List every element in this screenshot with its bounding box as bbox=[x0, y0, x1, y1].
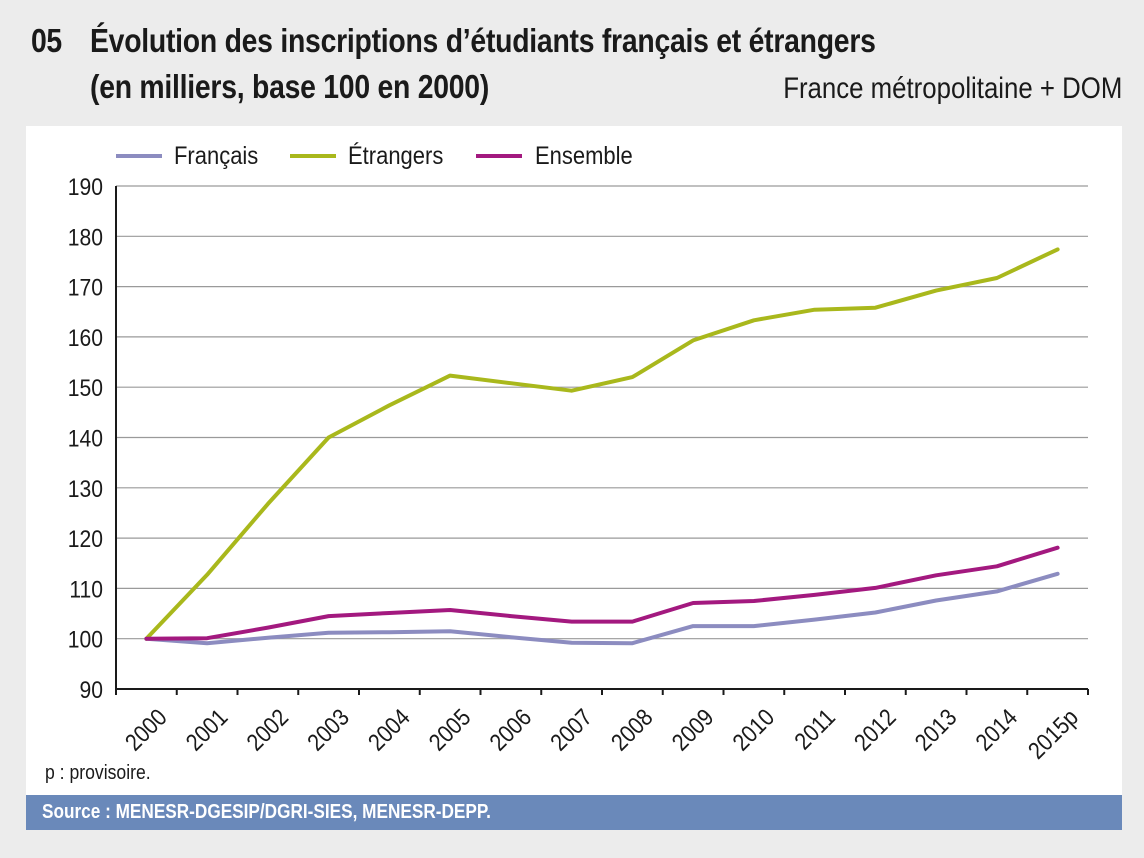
x-tick-label: 2015p bbox=[1023, 704, 1083, 764]
legend-label-ensemble: Ensemble bbox=[535, 142, 633, 170]
x-tick-label: 2013 bbox=[910, 704, 962, 756]
y-tick-label: 150 bbox=[68, 375, 103, 402]
x-tick-label: 2008 bbox=[606, 704, 658, 756]
x-tick-label: 2000 bbox=[120, 704, 172, 756]
y-tick-label: 130 bbox=[68, 476, 103, 503]
y-axis-tick-labels: 90 100 110 120 130 140 150 160 170 180 190 bbox=[68, 174, 103, 704]
x-tick-label: 2009 bbox=[667, 704, 719, 756]
figure-number: 05 bbox=[31, 22, 62, 59]
series-lines bbox=[144, 247, 1060, 646]
y-tick-label: 160 bbox=[68, 325, 103, 352]
provisional-note: p : provisoire. bbox=[45, 762, 151, 784]
source-bar: Source : MENESR-DGESIP/DGRI-SIES, MENESR… bbox=[26, 795, 1122, 830]
series-line-francais bbox=[144, 571, 1060, 646]
x-tick-label: 2004 bbox=[363, 704, 415, 756]
y-tick-label: 190 bbox=[68, 174, 103, 201]
chart-title-line-2: (en milliers, base 100 en 2000) bbox=[90, 68, 490, 105]
y-tick-label: 120 bbox=[68, 526, 103, 553]
legend: Français Étrangers Ensemble bbox=[116, 142, 633, 170]
chart-panel bbox=[26, 126, 1122, 795]
x-axis: 2000 2001 2002 2003 2004 2005 2006 2007 2008 2009… bbox=[115, 186, 1089, 764]
x-tick-label: 2011 bbox=[789, 704, 840, 755]
y-tick-label: 100 bbox=[68, 626, 103, 653]
chart-title-line-1: Évolution des inscriptions d’étudiants f… bbox=[90, 22, 876, 59]
x-tick-label: 2006 bbox=[485, 704, 537, 756]
series-line-ensemble bbox=[144, 545, 1060, 641]
x-tick-label: 2002 bbox=[242, 704, 294, 756]
x-tick-label: 2007 bbox=[545, 704, 597, 756]
source-text: Source : MENESR-DGESIP/DGRI-SIES, MENESR… bbox=[42, 801, 491, 823]
x-tick-label: 2010 bbox=[728, 704, 780, 756]
x-tick-label: 2003 bbox=[302, 704, 354, 756]
x-tick-label: 2005 bbox=[424, 704, 476, 756]
x-tick-label: 2012 bbox=[849, 704, 901, 756]
x-tick-label: 2014 bbox=[971, 704, 1023, 756]
y-tick-label: 140 bbox=[68, 425, 103, 452]
y-tick-label: 180 bbox=[68, 224, 103, 251]
series-line-etrangers bbox=[144, 247, 1060, 641]
chart-subtitle: France métropolitaine + DOM bbox=[782, 72, 1122, 105]
legend-label-francais: Français bbox=[174, 142, 258, 170]
y-tick-label: 170 bbox=[68, 274, 103, 301]
y-tick-label: 90 bbox=[80, 677, 103, 704]
y-tick-label: 110 bbox=[69, 576, 103, 603]
gridlines bbox=[116, 185, 1088, 640]
legend-label-etrangers: Étrangers bbox=[348, 142, 443, 170]
x-tick-label: 2001 bbox=[181, 704, 233, 756]
